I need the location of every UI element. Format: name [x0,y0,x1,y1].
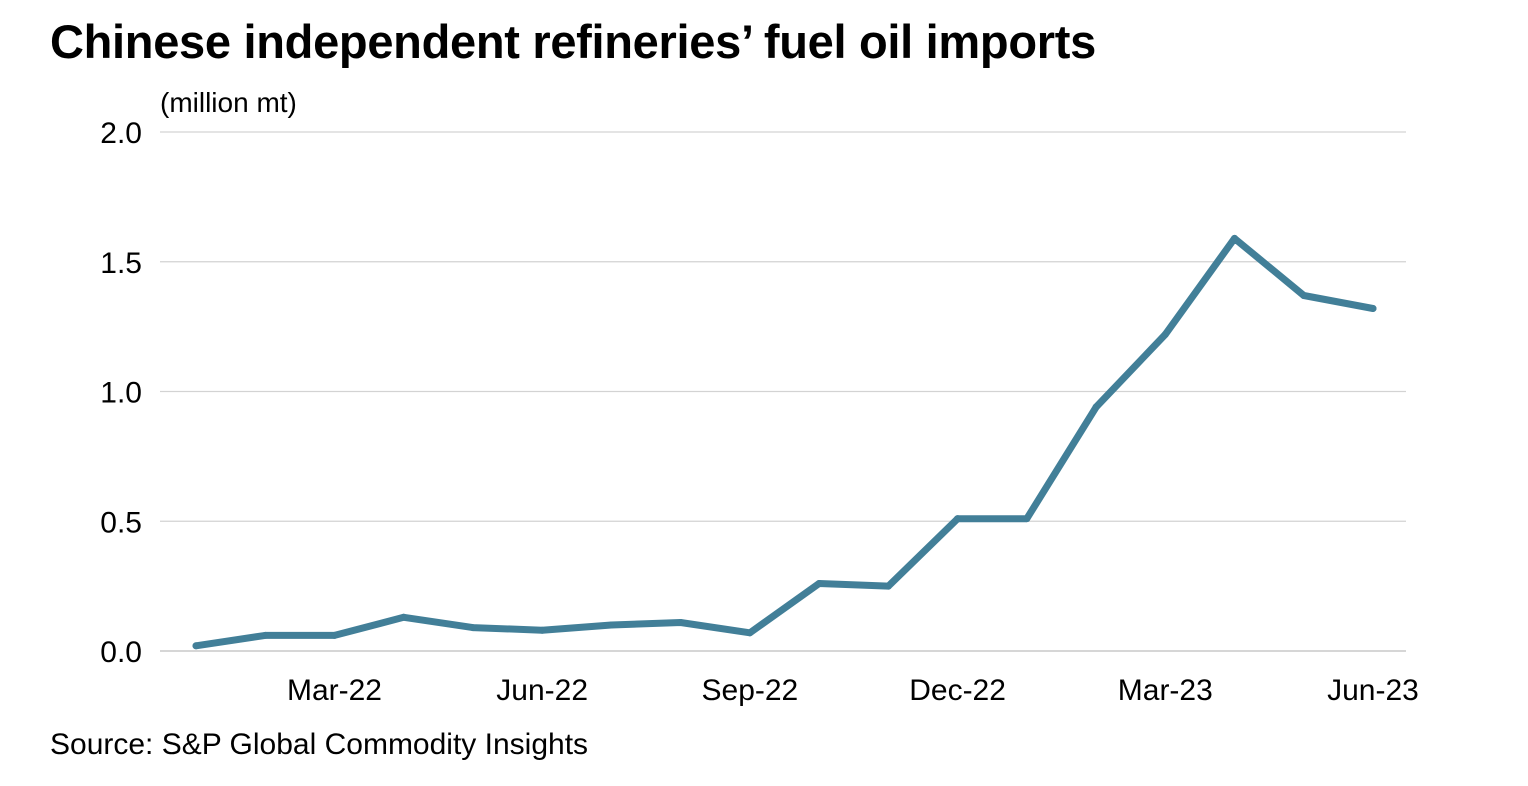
data-point [954,515,962,523]
y-axis-unit-label: (million mt) [160,87,297,118]
data-point [1023,515,1031,523]
x-axis-ticks: Mar-22 Jun-22 Sep-22 Dec-22 Mar-23 Jun-23 [287,674,1419,707]
data-point [1161,330,1169,338]
chart-title: Chinese independent refineries’ fuel oil… [50,15,1096,68]
y-tick-label: 2.0 [100,117,142,150]
data-point [1300,291,1308,299]
data-point [677,618,685,626]
data-point [192,642,200,650]
y-tick-label: 1.5 [100,247,142,280]
y-axis-ticks: 0.0 0.5 1.0 1.5 2.0 [100,117,142,669]
y-tick-label: 0.0 [100,636,142,669]
source-note: Source: S&P Global Commodity Insights [50,728,589,761]
data-point [1369,304,1377,312]
data-point [607,621,615,629]
data-point [400,613,408,621]
data-point [261,631,269,639]
data-point [538,626,546,634]
data-point [884,582,892,590]
x-tick-label: Dec-22 [909,674,1006,707]
data-point [1092,403,1100,411]
data-point [1231,234,1239,242]
x-tick-label: Jun-23 [1327,674,1419,707]
series-layer [192,234,1377,650]
x-tick-label: Sep-22 [702,674,799,707]
y-tick-label: 0.5 [100,506,142,539]
data-point [746,629,754,637]
x-tick-label: Mar-22 [287,674,382,707]
series-line [192,234,1377,650]
y-tick-label: 1.0 [100,377,142,410]
data-point [330,631,338,639]
gridlines [160,131,1406,652]
data-point [815,580,823,588]
data-point [469,624,477,632]
x-tick-label: Jun-22 [496,674,588,707]
x-tick-label: Mar-23 [1118,674,1213,707]
